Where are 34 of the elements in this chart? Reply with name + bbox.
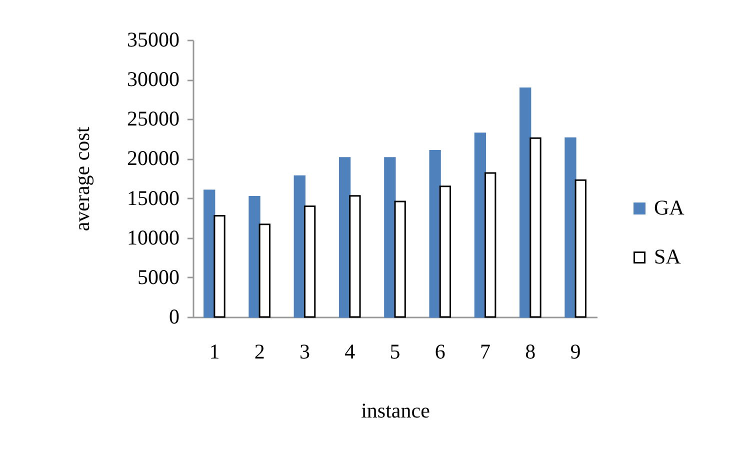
bar <box>394 200 406 318</box>
x-tick-label: 2 <box>254 340 265 364</box>
x-tick-label: 8 <box>525 340 536 364</box>
x-tick-label: 1 <box>209 340 220 364</box>
legend-label: SA <box>654 244 682 268</box>
bar <box>214 214 226 318</box>
x-tick-label: 9 <box>570 340 581 364</box>
y-tick-label: 30000 <box>127 67 180 92</box>
y-tick-label: 5000 <box>138 264 180 289</box>
y-tick-label: 35000 <box>127 28 180 52</box>
y-tick-label: 15000 <box>127 186 180 210</box>
bar <box>258 224 270 318</box>
bar <box>439 186 452 318</box>
bar <box>304 205 316 318</box>
legend-label: GA <box>654 196 686 220</box>
x-tick-label: 6 <box>434 340 446 364</box>
y-tick-label: 25000 <box>127 106 180 131</box>
bar <box>248 196 260 318</box>
x-tick-label: 3 <box>299 340 310 364</box>
bar <box>384 157 396 318</box>
bar <box>484 172 496 318</box>
x-tick-label: 5 <box>390 340 400 364</box>
bar <box>530 137 542 318</box>
y-tick-label: 20000 <box>127 146 180 170</box>
bar <box>574 179 586 318</box>
y-tick-label: 10000 <box>127 225 180 250</box>
bar <box>564 137 576 318</box>
x-tick-label: 7 <box>480 340 491 364</box>
bar <box>349 195 361 318</box>
bar <box>429 150 441 318</box>
y-tick-label: 0 <box>169 304 180 328</box>
x-tick-label: 4 <box>344 340 356 364</box>
x-axis-title: instance <box>361 398 430 422</box>
y-axis-title: average cost <box>70 126 94 232</box>
